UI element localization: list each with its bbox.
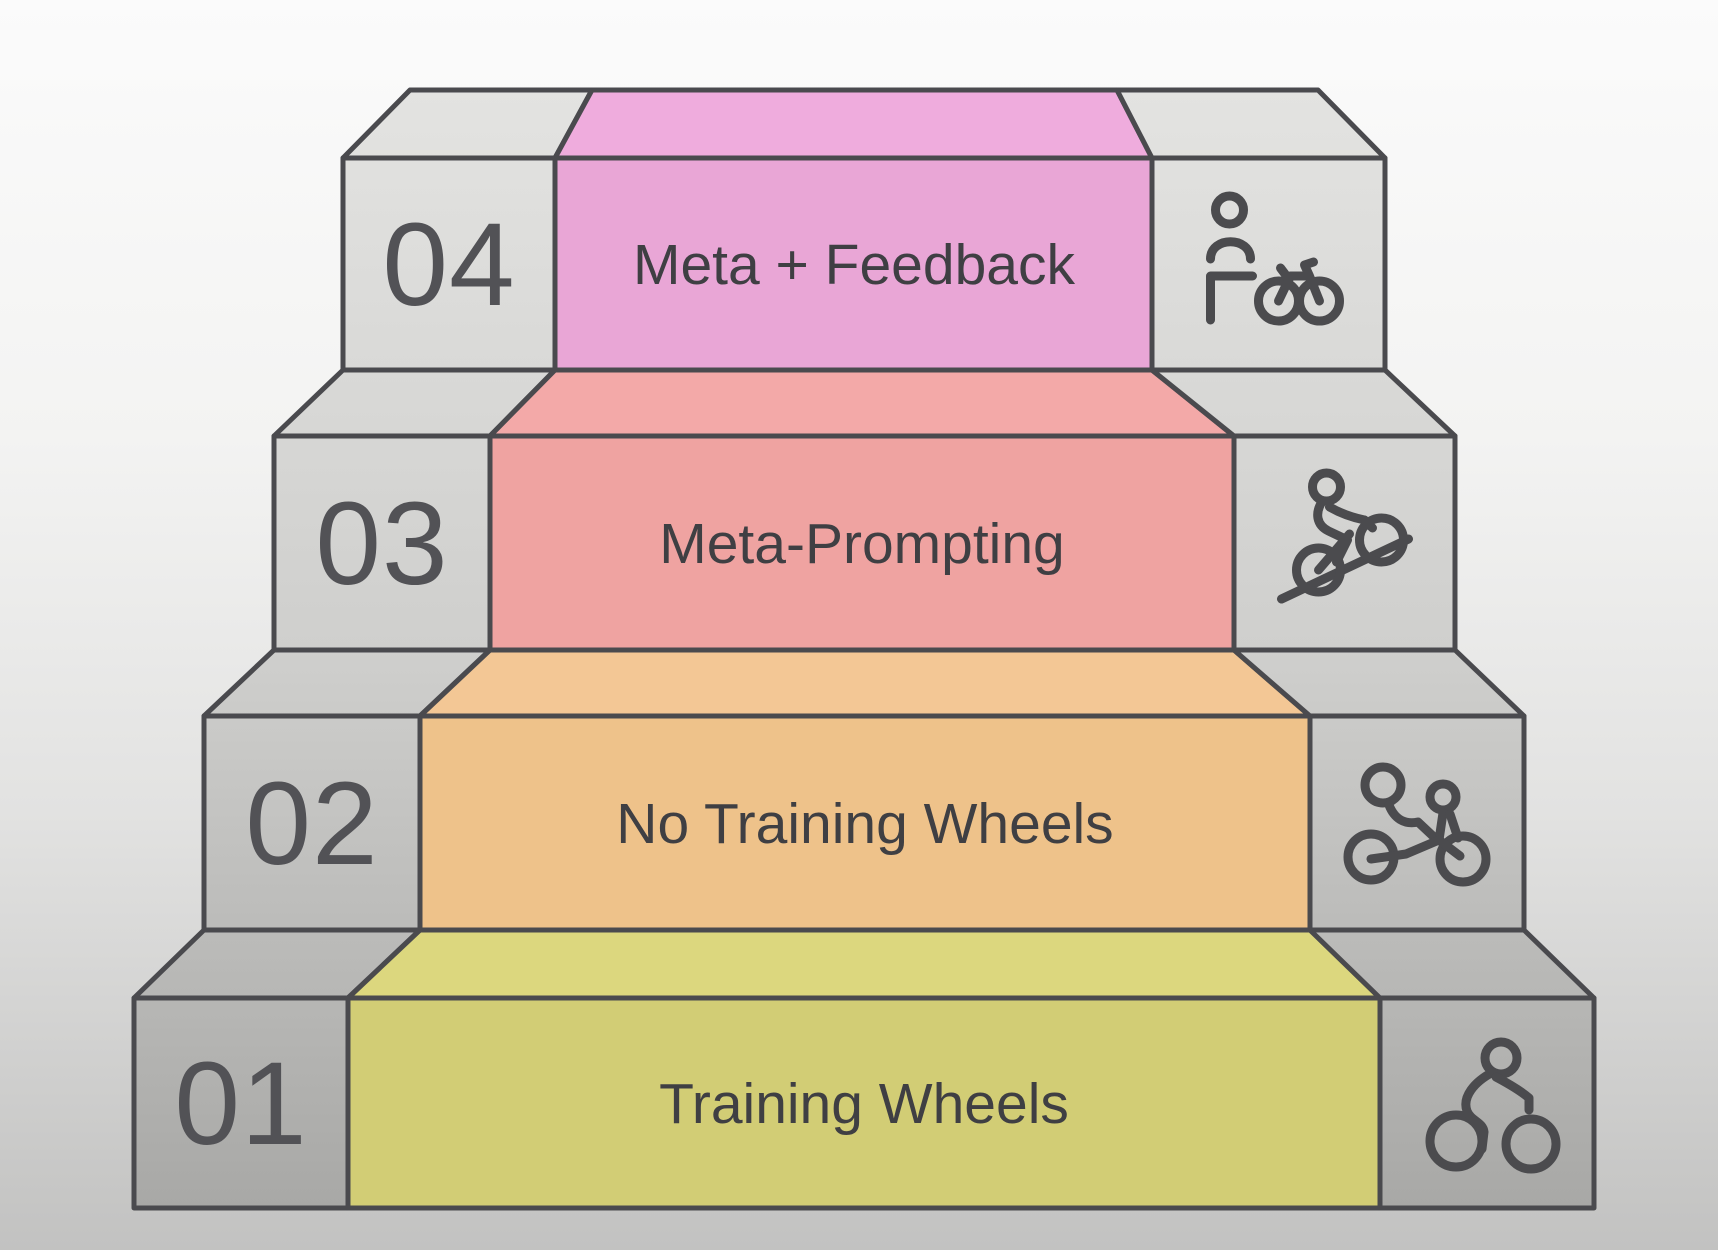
step-02: 02 No Training Wheels	[201, 647, 1527, 933]
step-04-label: Meta + Feedback	[633, 233, 1076, 297]
step-04: 04 Meta + Feedback	[340, 87, 1388, 373]
step-01-band	[345, 995, 1383, 1211]
step-04-icon-box	[1149, 155, 1388, 373]
step-04-top-left-face	[340, 87, 595, 161]
step-02-band	[417, 713, 1313, 933]
step-03-label: Meta-Prompting	[659, 512, 1065, 576]
step-04-top-band-face	[552, 87, 1155, 161]
person-standing-with-bicycle-icon	[1206, 191, 1344, 326]
step-04-number: 04	[382, 199, 515, 331]
cyclist-riding-uphill-icon	[1277, 468, 1413, 604]
step-02-label: No Training Wheels	[616, 792, 1113, 856]
step-02-number-box	[201, 713, 423, 933]
step-01-number: 01	[174, 1038, 307, 1170]
step-02-number: 02	[245, 758, 378, 890]
step-01-label: Training Wheels	[659, 1072, 1069, 1136]
adult-guiding-child-cyclist-icon	[1343, 762, 1491, 887]
step-03-number-box	[271, 433, 493, 653]
step-03: 03 Meta-Prompting	[271, 367, 1458, 653]
cyclist-riding-icon	[1425, 1037, 1561, 1174]
step-03-top-band-face	[487, 367, 1237, 439]
step-01-top-band-face	[345, 927, 1383, 1001]
step-03-icon-box	[1231, 433, 1458, 653]
step-03-band	[487, 433, 1237, 653]
step-04-top-right-face	[1114, 87, 1388, 161]
step-02-top-band-face	[417, 647, 1313, 719]
step-01-icon-box	[1377, 995, 1597, 1211]
step-01-number-box	[131, 995, 351, 1211]
step-03-number: 03	[315, 478, 448, 610]
step-04-number-box	[340, 155, 558, 373]
step-01: 01 Training Wheels	[131, 927, 1597, 1211]
step-04-band	[552, 155, 1155, 373]
